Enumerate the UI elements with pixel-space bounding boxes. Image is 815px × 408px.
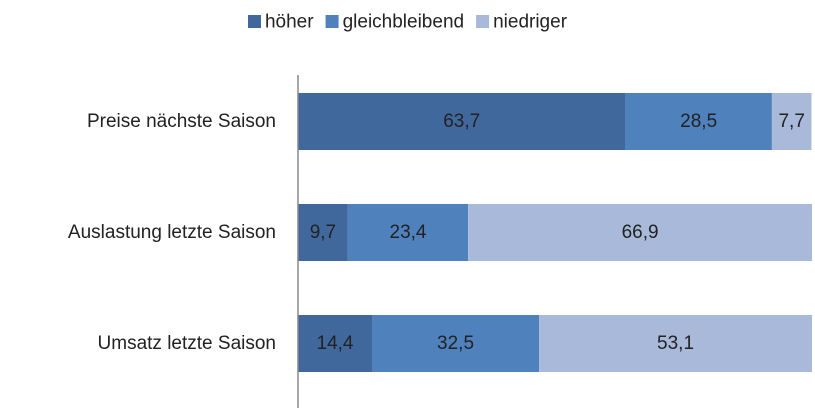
bar-segment (625, 93, 772, 150)
bar-segment (298, 93, 626, 150)
legend-swatch (476, 15, 490, 28)
bar-value-label: 14,4 (317, 333, 354, 354)
bar-value-label: 28,5 (680, 111, 717, 132)
legend-swatch (325, 15, 339, 28)
bar-value-label: 23,4 (390, 222, 427, 243)
category-label: Auslastung letzte Saison (68, 222, 276, 243)
legend-swatch (247, 15, 261, 28)
legend: höher gleichbleibend niedriger (247, 12, 568, 33)
bar-segment (539, 315, 812, 372)
bar-segment (298, 315, 373, 372)
legend-label: niedriger (493, 12, 568, 33)
bar-value-label: 66,9 (622, 222, 659, 243)
bar-segment (771, 93, 812, 150)
bar-value-label: 53,1 (657, 333, 694, 354)
bar-value-label: 7,7 (778, 111, 804, 132)
category-label: Preise nächste Saison (87, 111, 276, 132)
bar-value-label: 63,7 (443, 111, 480, 132)
bar-value-label: 9,7 (310, 222, 336, 243)
bar-segment (347, 204, 469, 261)
bar-segment (372, 315, 540, 372)
bar-value-label: 32,5 (437, 333, 474, 354)
bar-segment (298, 204, 348, 261)
category-label: Umsatz letzte Saison (98, 333, 276, 354)
bar-segment (468, 204, 812, 261)
legend-label: höher (265, 12, 314, 33)
legend-label: gleichbleibend (343, 12, 465, 33)
